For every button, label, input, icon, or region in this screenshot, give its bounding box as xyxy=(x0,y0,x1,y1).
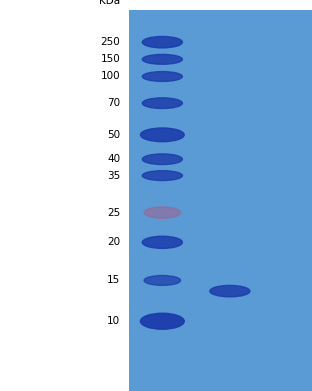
Ellipse shape xyxy=(142,236,183,248)
Text: 150: 150 xyxy=(100,54,120,65)
Ellipse shape xyxy=(140,313,184,329)
Text: MW: MW xyxy=(197,0,249,6)
Ellipse shape xyxy=(142,98,183,109)
Text: 10: 10 xyxy=(107,316,120,326)
Ellipse shape xyxy=(142,72,183,81)
Ellipse shape xyxy=(142,54,183,64)
Text: 20: 20 xyxy=(107,237,120,248)
Ellipse shape xyxy=(144,276,181,285)
Ellipse shape xyxy=(142,170,183,181)
Text: 25: 25 xyxy=(107,208,120,217)
Text: 250: 250 xyxy=(100,37,120,47)
Text: 70: 70 xyxy=(107,98,120,108)
Ellipse shape xyxy=(142,154,183,165)
Text: KDa: KDa xyxy=(99,0,120,6)
Ellipse shape xyxy=(144,207,181,218)
Bar xyxy=(129,10,312,391)
Text: 50: 50 xyxy=(107,130,120,140)
Ellipse shape xyxy=(140,128,184,142)
Text: 15: 15 xyxy=(107,275,120,285)
Text: 40: 40 xyxy=(107,154,120,164)
Text: 100: 100 xyxy=(100,72,120,81)
Text: 35: 35 xyxy=(107,170,120,181)
Ellipse shape xyxy=(210,285,250,297)
Ellipse shape xyxy=(142,36,183,48)
